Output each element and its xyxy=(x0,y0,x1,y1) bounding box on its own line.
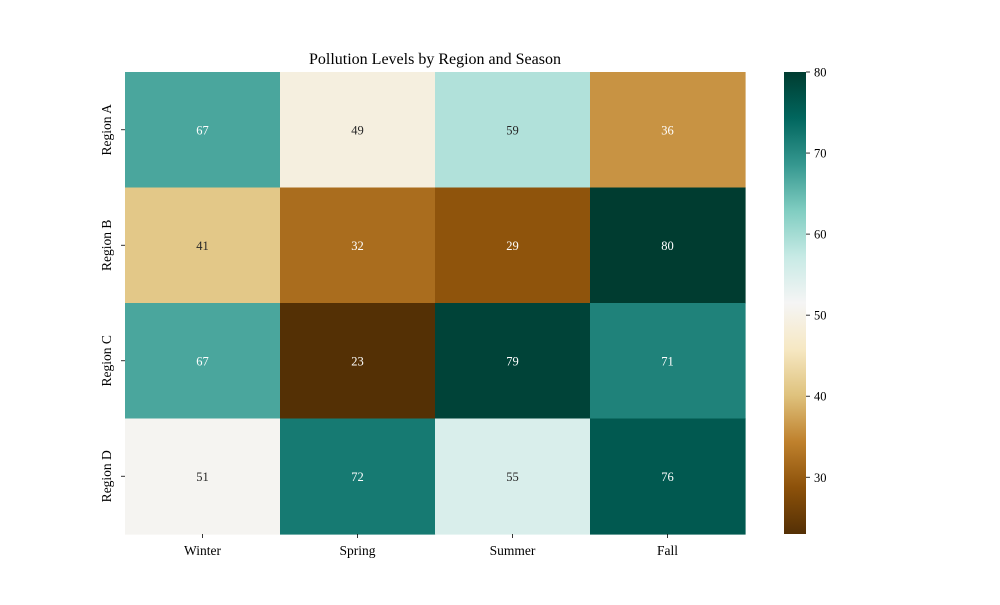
y-tick-label: Region D xyxy=(99,450,114,502)
heatmap-cell xyxy=(435,418,591,535)
cell-value-label: 51 xyxy=(196,470,209,484)
cell-value-label: 80 xyxy=(661,239,674,253)
cell-value-label: 59 xyxy=(506,123,519,137)
cell-value-label: 55 xyxy=(506,470,519,484)
colorbar-tick-label: 70 xyxy=(814,147,827,161)
heatmap-cell xyxy=(590,187,746,304)
x-tick-label: Summer xyxy=(490,543,536,558)
heatmap-cell xyxy=(280,303,436,420)
heatmap-cell xyxy=(435,187,591,304)
cell-value-label: 71 xyxy=(661,354,674,368)
x-tick-label: Winter xyxy=(184,543,221,558)
colorbar: 30 40 50 60 70 80 xyxy=(784,66,827,534)
cell-value-label: 49 xyxy=(351,123,364,137)
heatmap-cell xyxy=(125,303,281,420)
cell-annotations: 67 49 59 36 41 32 29 80 67 23 79 71 51 72 55 76 xyxy=(196,123,674,484)
cell-value-label: 23 xyxy=(351,354,364,368)
x-axis: Winter Spring Summer Fall xyxy=(184,534,678,558)
cell-value-label: 67 xyxy=(196,354,209,368)
heatmap-cell xyxy=(590,303,746,420)
cell-value-label: 36 xyxy=(661,123,674,137)
chart-title: Pollution Levels by Region and Season xyxy=(309,51,561,68)
x-tick-label: Spring xyxy=(339,543,375,558)
colorbar-tick-label: 40 xyxy=(814,390,827,404)
cell-value-label: 29 xyxy=(506,239,519,253)
heatmap-cell xyxy=(435,303,591,420)
cell-value-label: 76 xyxy=(661,470,674,484)
colorbar-tick-label: 80 xyxy=(814,66,827,80)
heatmap-cell xyxy=(280,187,436,304)
colorbar-tick-label: 60 xyxy=(814,228,827,242)
cell-value-label: 41 xyxy=(196,239,209,253)
cell-value-label: 72 xyxy=(351,470,364,484)
heatmap-cell xyxy=(125,187,281,304)
y-axis: Region A Region B Region C Region D xyxy=(99,104,125,502)
heatmap-cell xyxy=(435,72,591,189)
heatmap-cell xyxy=(280,418,436,535)
y-tick-label: Region C xyxy=(99,335,114,386)
cell-value-label: 32 xyxy=(351,239,364,253)
heatmap-cells xyxy=(125,72,746,535)
y-tick-label: Region A xyxy=(99,104,114,156)
y-tick-label: Region B xyxy=(99,220,114,271)
heatmap-cell xyxy=(280,72,436,189)
heatmap-cell xyxy=(125,418,281,535)
colorbar-tick-label: 30 xyxy=(814,471,827,485)
cell-value-label: 67 xyxy=(196,123,209,137)
heatmap-cell xyxy=(590,72,746,189)
cell-value-label: 79 xyxy=(506,354,519,368)
colorbar-bar xyxy=(784,72,806,534)
heatmap-cell xyxy=(590,418,746,535)
heatmap-cell xyxy=(125,72,281,189)
colorbar-tick-label: 50 xyxy=(814,309,827,323)
x-tick-label: Fall xyxy=(657,543,678,558)
